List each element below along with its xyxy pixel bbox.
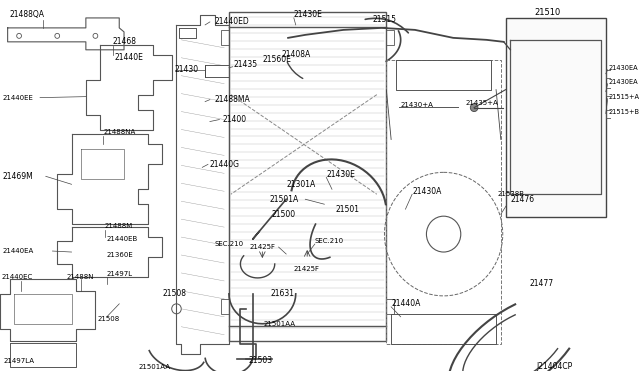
Text: 21560E: 21560E [262, 55, 291, 64]
Text: 21430: 21430 [175, 65, 198, 74]
Text: 21440G: 21440G [210, 160, 240, 169]
Text: 21488N: 21488N [67, 274, 94, 280]
Text: 21508: 21508 [97, 316, 120, 322]
Text: 21440E: 21440E [115, 53, 143, 62]
Text: 21631: 21631 [271, 289, 295, 298]
Text: 21510: 21510 [534, 9, 561, 17]
Text: SEC.210: SEC.210 [315, 238, 344, 244]
Text: 21501AA: 21501AA [138, 363, 170, 370]
Text: 21440EB: 21440EB [107, 236, 138, 242]
Text: 21503: 21503 [248, 356, 272, 365]
Bar [606, 70, 617, 78]
Text: 21469M: 21469M [3, 172, 34, 181]
Bar [506, 18, 606, 217]
Text: 21497L: 21497L [107, 271, 133, 277]
Text: 21515+B: 21515+B [609, 109, 639, 115]
Bar [229, 12, 387, 341]
Text: 21538B: 21538B [498, 191, 525, 197]
Circle shape [575, 73, 585, 83]
Text: 21477: 21477 [529, 279, 554, 288]
Text: 21430EA: 21430EA [609, 65, 638, 71]
Text: 21488NA: 21488NA [103, 129, 135, 135]
Bar [387, 299, 394, 314]
Bar [387, 30, 394, 45]
Text: 21515+A: 21515+A [609, 94, 639, 100]
Text: 21360E: 21360E [107, 252, 134, 258]
Bar [221, 30, 229, 45]
Text: 21408A: 21408A [282, 50, 310, 59]
Bar [606, 88, 617, 96]
Bar [205, 65, 229, 77]
Text: 21430+A: 21430+A [401, 102, 433, 108]
Text: 21488MA: 21488MA [214, 95, 250, 104]
Text: 21497LA: 21497LA [4, 357, 35, 363]
Text: 21430E: 21430E [294, 10, 323, 19]
Text: 21508: 21508 [162, 289, 186, 298]
Text: 21430A: 21430A [412, 187, 442, 196]
Text: 21425F: 21425F [250, 244, 276, 250]
Text: 21301A: 21301A [286, 180, 316, 189]
Text: SEC.210: SEC.210 [214, 241, 244, 247]
Text: 21440ED: 21440ED [214, 17, 250, 26]
Text: 21440EE: 21440EE [3, 94, 34, 100]
Bar [387, 60, 501, 344]
Text: 21515: 21515 [372, 15, 396, 25]
Circle shape [470, 104, 478, 112]
Text: 21501A: 21501A [270, 195, 300, 204]
Text: 21425F: 21425F [294, 266, 320, 272]
Text: 21440A: 21440A [391, 299, 420, 308]
Text: 21500: 21500 [272, 210, 296, 219]
Text: 21440EC: 21440EC [2, 274, 33, 280]
Bar [606, 110, 617, 118]
Text: 21488M: 21488M [105, 223, 133, 229]
Bar [221, 299, 229, 314]
Text: 21468: 21468 [113, 37, 136, 46]
Text: 21435: 21435 [234, 60, 258, 69]
Text: 21440EA: 21440EA [3, 248, 34, 254]
Text: 21435+A: 21435+A [465, 100, 499, 106]
Text: 21501: 21501 [336, 205, 360, 214]
Text: J21404CP: J21404CP [536, 362, 572, 371]
Text: 21488QA: 21488QA [10, 10, 45, 19]
Text: 21430E: 21430E [326, 170, 355, 179]
Text: 21476: 21476 [510, 195, 534, 204]
Text: 21400: 21400 [222, 115, 246, 124]
Text: 21430EA: 21430EA [609, 79, 638, 85]
Circle shape [554, 186, 563, 196]
Text: 21501AA: 21501AA [263, 321, 295, 327]
